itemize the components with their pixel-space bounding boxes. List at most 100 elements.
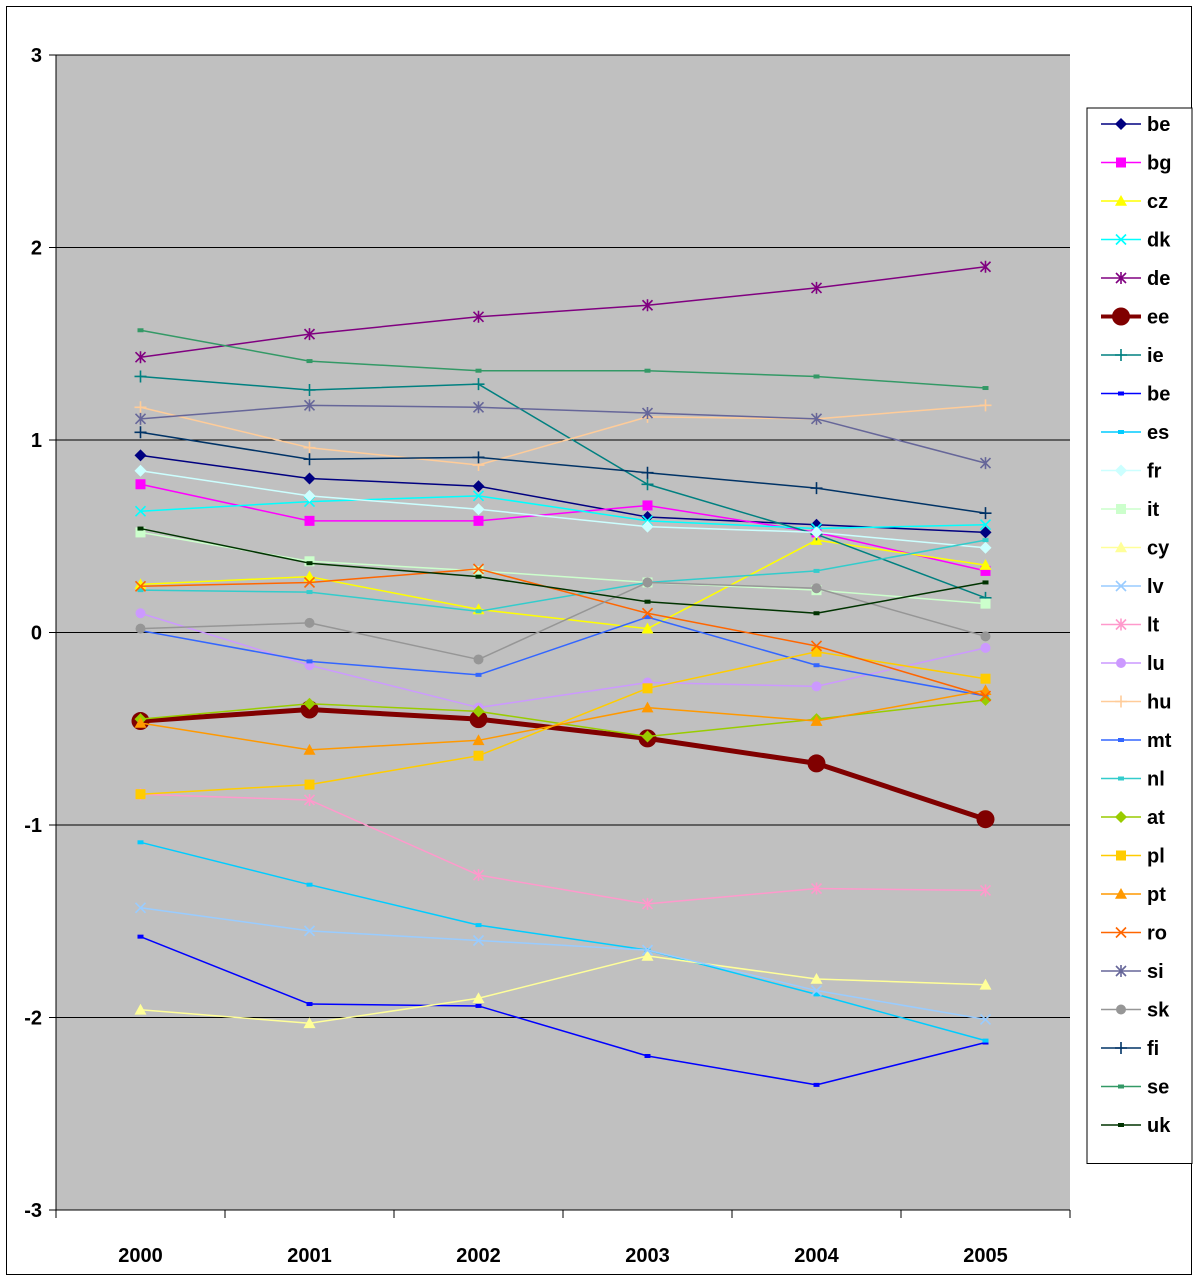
data-point <box>134 580 147 592</box>
data-point <box>979 457 992 470</box>
y-tick-label: 0 <box>31 623 42 645</box>
data-point <box>979 693 992 706</box>
legend: be bg cz dk de ee ie be es fr it cy lv lt lu hu mt nl at pl… <box>1086 107 1193 1164</box>
series-line <box>140 955 986 1025</box>
data-point <box>472 490 485 502</box>
data-point <box>475 923 482 928</box>
data-point <box>979 559 992 570</box>
data-point <box>979 519 992 531</box>
data-point <box>641 478 654 491</box>
data-point <box>1116 658 1126 668</box>
x-tick-label: 2000 <box>118 1245 163 1267</box>
series-line <box>140 454 986 534</box>
legend-label: be <box>1147 384 1170 406</box>
gridlines <box>56 54 1070 1211</box>
series-line <box>140 581 986 661</box>
series-pt <box>134 684 992 755</box>
data-point <box>472 310 485 323</box>
series-line <box>140 531 986 605</box>
data-point <box>303 489 316 502</box>
data-point <box>134 464 147 477</box>
legend-label: fr <box>1147 461 1162 483</box>
data-point <box>1115 233 1127 246</box>
data-point <box>813 1082 820 1087</box>
legend-entry: fi <box>1101 1038 1159 1060</box>
data-point <box>1118 430 1124 434</box>
legend-label: cz <box>1147 191 1168 213</box>
data-point <box>979 507 992 520</box>
data-point <box>810 715 823 726</box>
data-point <box>304 515 315 526</box>
series-line <box>140 404 986 466</box>
data-point <box>644 599 651 604</box>
data-point <box>306 561 313 566</box>
series-line <box>140 495 986 530</box>
data-point <box>134 1003 147 1015</box>
legend-label: dk <box>1147 230 1171 252</box>
legend-box <box>1086 107 1193 1164</box>
legend-label: lv <box>1147 576 1165 598</box>
data-point <box>306 1002 313 1007</box>
data-point <box>810 482 823 495</box>
series-cy <box>134 949 992 1029</box>
data-point <box>306 590 313 595</box>
data-point <box>303 399 316 412</box>
data-point <box>982 386 989 391</box>
data-point <box>304 617 315 628</box>
data-point <box>1116 1004 1126 1015</box>
data-point <box>979 1013 992 1025</box>
legend-entry: lu <box>1101 653 1165 675</box>
data-point <box>1115 580 1127 592</box>
series-lt <box>134 788 992 910</box>
legend-entry: cy <box>1101 538 1170 560</box>
data-point <box>303 925 316 937</box>
data-point <box>303 793 316 806</box>
data-point <box>475 609 482 614</box>
data-point <box>472 503 485 516</box>
data-point <box>810 281 823 294</box>
series-line <box>140 568 986 697</box>
x-tick-label: 2004 <box>794 1245 839 1267</box>
data-point <box>1115 618 1127 631</box>
data-point <box>980 565 991 576</box>
data-point <box>473 750 484 761</box>
legend-label: bg <box>1147 153 1171 175</box>
data-point <box>303 383 316 396</box>
legend-entry: lv <box>1101 576 1165 598</box>
series-line <box>140 651 986 795</box>
legend-label: ro <box>1147 923 1167 945</box>
data-point <box>1118 391 1124 396</box>
data-point <box>1115 695 1127 708</box>
data-point <box>1118 1084 1124 1089</box>
data-point <box>1116 850 1126 861</box>
data-point <box>811 646 822 657</box>
legend-entry: es <box>1101 422 1169 444</box>
series-line <box>140 404 986 464</box>
data-point <box>811 583 822 594</box>
data-point <box>135 479 146 490</box>
data-point <box>472 869 485 882</box>
data-point <box>980 673 991 684</box>
data-point <box>475 368 482 373</box>
series-line <box>140 841 986 1042</box>
legend-entry: fr <box>1101 461 1162 483</box>
data-point <box>473 565 484 576</box>
legend-entry: be <box>1101 114 1170 136</box>
data-point <box>472 934 485 947</box>
data-point <box>810 412 823 425</box>
data-point <box>980 631 991 642</box>
data-point <box>475 1003 482 1008</box>
series-line <box>140 707 987 822</box>
data-point <box>1115 195 1127 206</box>
data-point <box>1116 157 1126 168</box>
data-point <box>134 426 147 439</box>
data-point <box>810 882 823 895</box>
legend-label: si <box>1147 961 1164 983</box>
data-point <box>980 642 991 653</box>
data-point <box>472 480 485 493</box>
data-point <box>811 681 822 692</box>
data-point <box>1115 965 1127 977</box>
series-pl <box>135 646 991 800</box>
series-fi <box>134 426 992 520</box>
